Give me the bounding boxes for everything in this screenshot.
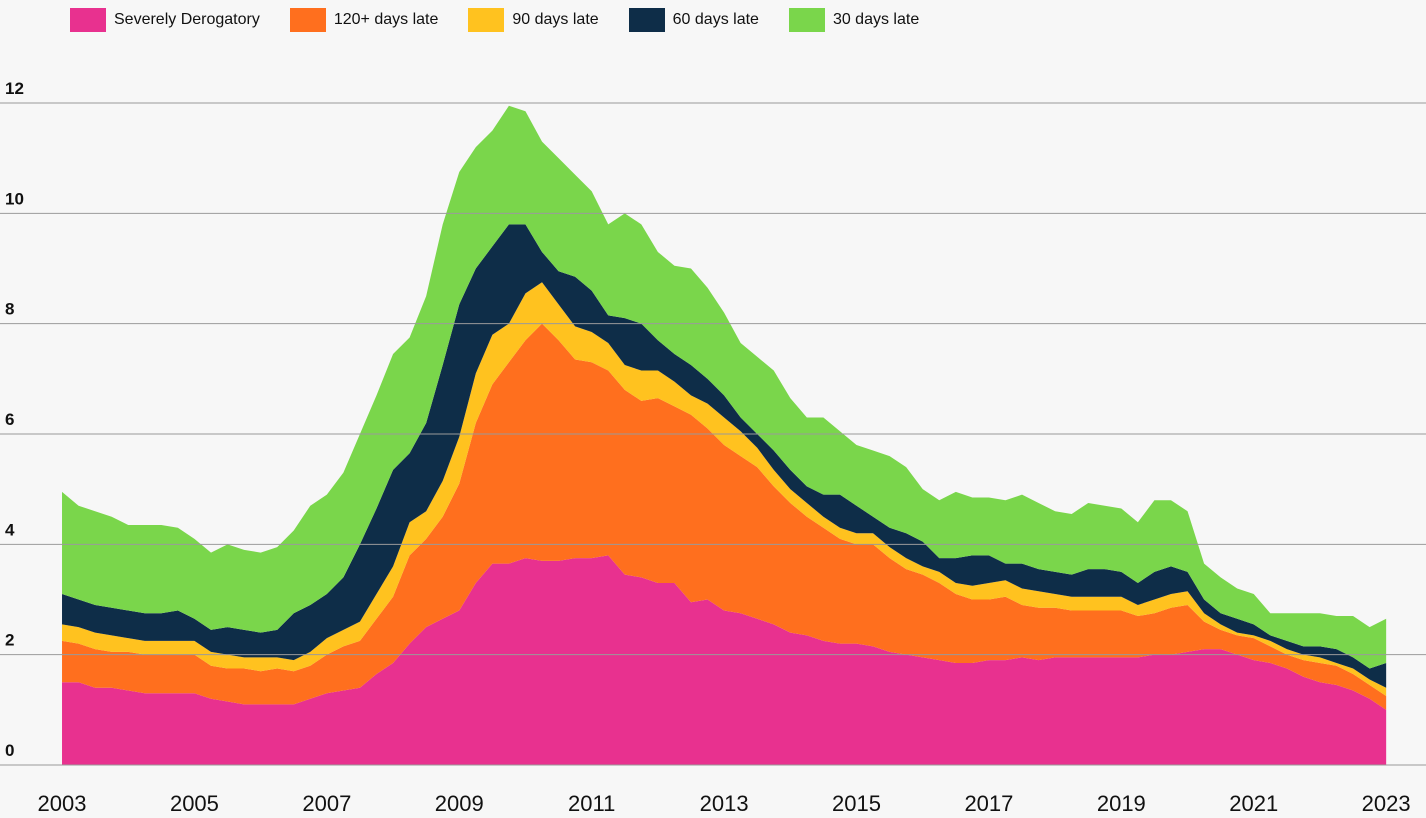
x-tick-label: 2005 — [170, 791, 219, 816]
x-tick-label: 2019 — [1097, 791, 1146, 816]
x-tick-label: 2007 — [302, 791, 351, 816]
y-tick-label: 6 — [5, 410, 14, 429]
x-tick-label: 2013 — [700, 791, 749, 816]
legend-label: Severely Derogatory — [114, 11, 260, 28]
legend-label: 120+ days late — [333, 11, 439, 28]
legend-item: Severely Derogatory — [70, 8, 260, 32]
legend-swatch — [289, 8, 326, 32]
legend-item: 30 days late — [788, 8, 920, 32]
area — [62, 323, 1387, 710]
y-tick-label: 12 — [5, 79, 24, 98]
y-tick-label: 10 — [5, 189, 24, 208]
legend-item: 90 days late — [468, 8, 599, 32]
legend-swatch — [70, 8, 106, 32]
area — [62, 282, 1387, 697]
x-tick-label: 2003 — [38, 791, 87, 816]
x-tick-label: 2009 — [435, 791, 484, 816]
legend-label: 60 days late — [672, 11, 759, 28]
y-tick-label: 2 — [5, 631, 14, 650]
legend-swatch — [468, 8, 505, 32]
legend: Severely Derogatory 120+ days late 90 days… — [70, 8, 949, 32]
x-tick-label: 2011 — [568, 791, 615, 816]
x-tick-label: 2015 — [832, 791, 881, 816]
x-tick-label: 2021 — [1229, 791, 1278, 816]
area — [62, 105, 1387, 669]
legend-swatch — [788, 8, 825, 32]
x-tick-label: 2023 — [1362, 791, 1411, 816]
legend-swatch — [628, 8, 665, 32]
legend-item: 60 days late — [628, 8, 759, 32]
legend-label: 90 days late — [512, 11, 599, 28]
y-tick-label: 8 — [5, 300, 14, 319]
x-tick-label: 2017 — [964, 791, 1013, 816]
legend-label: 30 days late — [832, 11, 920, 28]
y-tick-label: 4 — [5, 520, 15, 539]
area — [62, 555, 1387, 765]
y-tick-label: 0 — [5, 741, 14, 760]
legend-item: 120+ days late — [289, 8, 439, 32]
